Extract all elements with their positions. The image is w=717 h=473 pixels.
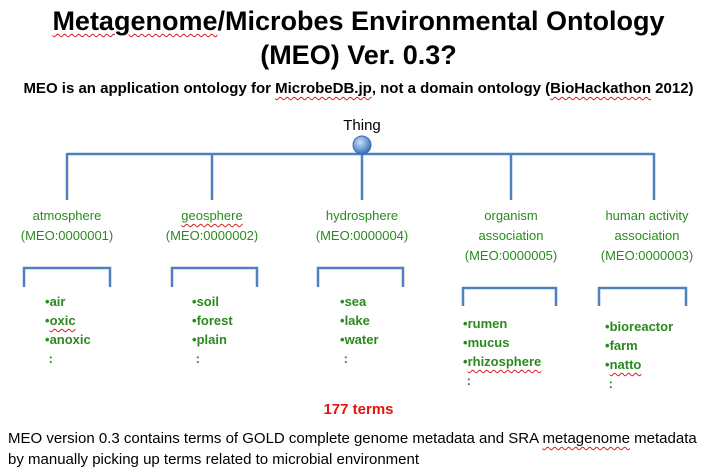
category-id: (MEO:0000003) xyxy=(600,248,694,263)
subtitle-text-3: 2012) xyxy=(651,80,694,97)
category-organism-association: organism association (MEO:0000005) xyxy=(451,206,571,266)
category-id: (MEO:0000002) xyxy=(165,228,259,243)
items-atmosphere: •air •oxic •anoxic : xyxy=(45,292,91,368)
note-text-2: metadata by manually picking up terms re… xyxy=(8,430,697,468)
sub-bracket-4 xyxy=(461,286,558,306)
title-line-1: Metagenome/Microbes Environmental Ontolo… xyxy=(0,4,717,38)
list-item: •soil xyxy=(192,294,219,309)
list-item: •farm xyxy=(605,338,638,353)
list-item: : xyxy=(466,373,471,388)
title-metagenome: Metagenome xyxy=(52,6,218,36)
subtitle: MEO is an application ontology for Micro… xyxy=(0,80,717,97)
list-item: •anoxic xyxy=(45,332,91,347)
subtitle-biohackathon: BioHackathon xyxy=(550,80,651,97)
list-item: •rumen xyxy=(463,316,508,331)
root-node xyxy=(352,135,372,155)
list-item: •rhizosphere xyxy=(463,354,542,369)
list-item: : xyxy=(48,351,53,366)
subtitle-text-2: , not a domain ontology ( xyxy=(371,80,551,97)
items-geosphere: •soil •forest •plain : xyxy=(192,292,233,368)
list-item: •mucus xyxy=(463,335,510,350)
category-hydrosphere: hydrosphere (MEO:0000004) xyxy=(302,206,422,246)
list-item: •water xyxy=(340,332,379,347)
list-item: •lake xyxy=(340,313,370,328)
category-label: geosphere xyxy=(181,208,243,223)
list-item: •forest xyxy=(192,313,233,328)
category-id: (MEO:0000004) xyxy=(315,228,409,243)
note-metagenome: metagenome xyxy=(542,430,630,447)
subtitle-text-1: MEO is an application ontology for xyxy=(23,80,276,97)
category-id: (MEO:0000001) xyxy=(20,228,114,243)
note-text-1: MEO version 0.3 contains terms of GOLD c… xyxy=(8,430,543,447)
list-item: •natto xyxy=(605,357,642,372)
sub-bracket-2 xyxy=(170,266,259,287)
list-item: •oxic xyxy=(45,313,76,328)
list-item: : xyxy=(343,351,348,366)
title-rest: /Microbes Environmental Ontology xyxy=(217,6,665,36)
category-label: hydrosphere xyxy=(325,208,399,223)
items-human-activity-association: •bioreactor •farm •natto : xyxy=(605,317,673,393)
category-id: (MEO:0000005) xyxy=(464,248,558,263)
root-label: Thing xyxy=(343,117,381,134)
category-geosphere: geosphere (MEO:0000002) xyxy=(152,206,272,246)
category-human-activity-association: human activity association (MEO:0000003) xyxy=(582,206,712,266)
sub-bracket-1 xyxy=(22,266,112,287)
category-atmosphere: atmosphere (MEO:0000001) xyxy=(7,206,127,246)
list-item: •sea xyxy=(340,294,367,309)
category-label-2: association xyxy=(614,228,680,243)
list-item: : xyxy=(195,351,200,366)
category-label: atmosphere xyxy=(32,208,102,223)
category-label-2: association xyxy=(478,228,544,243)
list-item: •bioreactor xyxy=(605,319,674,334)
subtitle-microbedb: MicrobeDB.jp xyxy=(275,80,372,97)
footer-note: MEO version 0.3 contains terms of GOLD c… xyxy=(8,428,713,470)
sub-bracket-3 xyxy=(316,266,405,287)
items-organism-association: •rumen •mucus •rhizosphere : xyxy=(463,314,541,390)
category-label: organism xyxy=(484,208,538,223)
category-label: human activity xyxy=(605,208,689,223)
list-item: : xyxy=(608,376,613,391)
list-item: •plain xyxy=(192,332,227,347)
list-item: •air xyxy=(45,294,66,309)
title-line-2: (MEO) Ver. 0.3? xyxy=(260,40,457,70)
sub-bracket-5 xyxy=(597,286,688,306)
terms-count: 177 terms xyxy=(323,401,394,418)
items-hydrosphere: •sea •lake •water : xyxy=(340,292,379,368)
